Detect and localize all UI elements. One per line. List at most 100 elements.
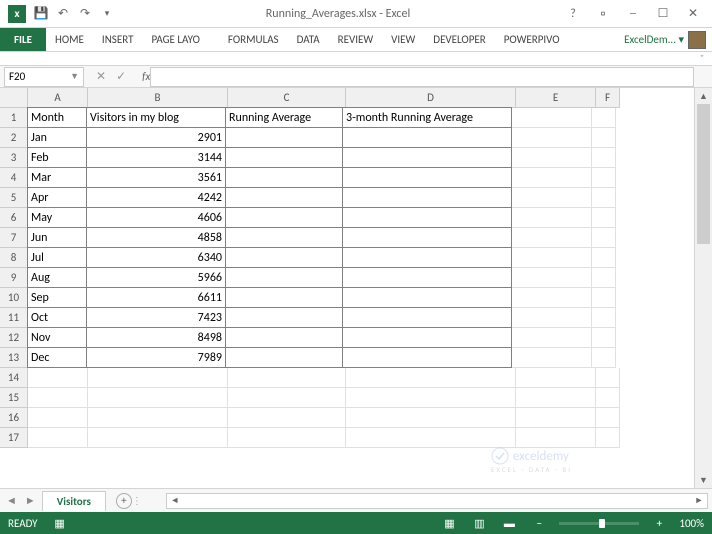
cell-F15[interactable] <box>596 388 620 408</box>
cell-B13[interactable]: 7989 <box>86 347 226 368</box>
cell-F6[interactable] <box>592 208 616 228</box>
user-avatar[interactable] <box>688 31 706 49</box>
cell-C7[interactable] <box>225 227 343 248</box>
cell-B8[interactable]: 6340 <box>86 247 226 268</box>
cell-D5[interactable] <box>342 187 512 208</box>
row-header-9[interactable]: 9 <box>0 268 28 288</box>
qat-customize[interactable]: ▾ <box>96 3 118 25</box>
cell-D3[interactable] <box>342 147 512 168</box>
cell-D1[interactable]: 3-month Running Average <box>342 107 512 128</box>
vertical-scroll-thumb[interactable] <box>697 104 710 244</box>
ribbon-options-button[interactable]: ▫ <box>588 3 618 25</box>
cell-A11[interactable]: Oct <box>27 307 87 328</box>
cell-B12[interactable]: 8498 <box>86 327 226 348</box>
row-header-16[interactable]: 16 <box>0 408 28 428</box>
cell-E5[interactable] <box>512 188 592 208</box>
cell-B3[interactable]: 3144 <box>86 147 226 168</box>
cell-B1[interactable]: Visitors in my blog <box>86 107 226 128</box>
cell-F12[interactable] <box>592 328 616 348</box>
cell-F11[interactable] <box>592 308 616 328</box>
name-box-dropdown-icon[interactable]: ▼ <box>70 71 79 82</box>
cell-D13[interactable] <box>342 347 512 368</box>
formula-input[interactable] <box>150 67 694 87</box>
cell-C2[interactable] <box>225 127 343 148</box>
cell-B14[interactable] <box>88 368 228 388</box>
cell-B2[interactable]: 2901 <box>86 127 226 148</box>
cell-A8[interactable]: Jul <box>27 247 87 268</box>
cell-A3[interactable]: Feb <box>27 147 87 168</box>
cell-D17[interactable] <box>346 428 516 448</box>
cell-D7[interactable] <box>342 227 512 248</box>
cell-B16[interactable] <box>88 408 228 428</box>
scroll-down-icon[interactable]: ▼ <box>695 472 712 488</box>
page-break-view-icon[interactable]: ▬ <box>499 515 519 531</box>
macro-record-icon[interactable]: ▦ <box>50 515 70 531</box>
row-header-1[interactable]: 1 <box>0 108 28 128</box>
user-name[interactable]: ExcelDem... ▾ <box>624 33 684 46</box>
cell-E6[interactable] <box>512 208 592 228</box>
cell-F3[interactable] <box>592 148 616 168</box>
cell-E8[interactable] <box>512 248 592 268</box>
scroll-left-icon[interactable]: ◄ <box>167 495 183 506</box>
vertical-scrollbar[interactable]: ▲ ▼ <box>694 88 712 488</box>
cell-B7[interactable]: 4858 <box>86 227 226 248</box>
row-header-15[interactable]: 15 <box>0 388 28 408</box>
cell-A1[interactable]: Month <box>27 107 87 128</box>
cell-D9[interactable] <box>342 267 512 288</box>
cell-F17[interactable] <box>596 428 620 448</box>
zoom-level[interactable]: 100% <box>679 517 704 530</box>
cancel-formula-icon[interactable]: ✕ <box>96 69 106 84</box>
cell-C8[interactable] <box>225 247 343 268</box>
close-button[interactable]: ✕ <box>678 3 708 25</box>
cell-E2[interactable] <box>512 128 592 148</box>
row-header-12[interactable]: 12 <box>0 328 28 348</box>
file-tab[interactable]: FILE <box>0 28 46 51</box>
cell-F4[interactable] <box>592 168 616 188</box>
sheet-nav-prev-icon[interactable]: ◄ <box>6 494 17 507</box>
minimize-button[interactable]: ─ <box>618 3 648 25</box>
cell-C15[interactable] <box>228 388 346 408</box>
cell-F1[interactable] <box>592 108 616 128</box>
cell-F8[interactable] <box>592 248 616 268</box>
row-header-8[interactable]: 8 <box>0 248 28 268</box>
sheet-nav-next-icon[interactable]: ► <box>25 494 36 507</box>
column-header-C[interactable]: C <box>228 88 346 108</box>
cell-C9[interactable] <box>225 267 343 288</box>
row-header-2[interactable]: 2 <box>0 128 28 148</box>
cell-A15[interactable] <box>28 388 88 408</box>
cell-F16[interactable] <box>596 408 620 428</box>
cell-A16[interactable] <box>28 408 88 428</box>
cell-C4[interactable] <box>225 167 343 188</box>
column-header-E[interactable]: E <box>516 88 596 108</box>
fx-icon[interactable]: fx <box>142 70 150 83</box>
scroll-up-icon[interactable]: ▲ <box>695 88 712 104</box>
cell-E10[interactable] <box>512 288 592 308</box>
cell-B17[interactable] <box>88 428 228 448</box>
cell-E12[interactable] <box>512 328 592 348</box>
ribbon-tab-view[interactable]: VIEW <box>382 28 424 51</box>
cell-C1[interactable]: Running Average <box>225 107 343 128</box>
cell-F5[interactable] <box>592 188 616 208</box>
undo-button[interactable]: ↶ <box>52 3 74 25</box>
cell-B11[interactable]: 7423 <box>86 307 226 328</box>
ribbon-tab-data[interactable]: DATA <box>288 28 329 51</box>
row-header-14[interactable]: 14 <box>0 368 28 388</box>
cell-D6[interactable] <box>342 207 512 228</box>
cell-A5[interactable]: Apr <box>27 187 87 208</box>
row-header-4[interactable]: 4 <box>0 168 28 188</box>
cell-C17[interactable] <box>228 428 346 448</box>
cell-F7[interactable] <box>592 228 616 248</box>
cell-D14[interactable] <box>346 368 516 388</box>
cell-B15[interactable] <box>88 388 228 408</box>
cell-F14[interactable] <box>596 368 620 388</box>
cell-D15[interactable] <box>346 388 516 408</box>
cell-B6[interactable]: 4606 <box>86 207 226 228</box>
row-header-5[interactable]: 5 <box>0 188 28 208</box>
cell-A13[interactable]: Dec <box>27 347 87 368</box>
cell-B9[interactable]: 5966 <box>86 267 226 288</box>
cell-A9[interactable]: Aug <box>27 267 87 288</box>
cell-E16[interactable] <box>516 408 596 428</box>
help-button[interactable]: ? <box>558 3 588 25</box>
cell-D16[interactable] <box>346 408 516 428</box>
cell-B10[interactable]: 6611 <box>86 287 226 308</box>
